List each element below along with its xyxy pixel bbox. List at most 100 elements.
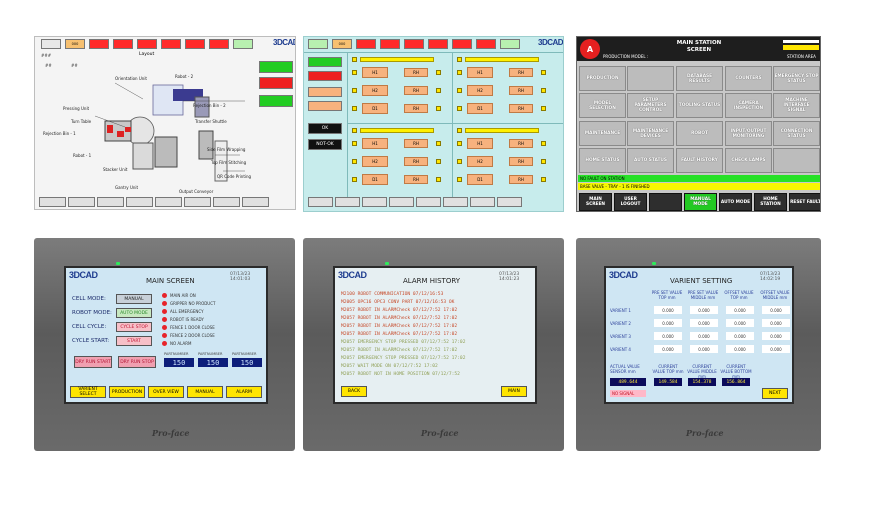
cell-h2-0[interactable]: H2: [362, 85, 388, 96]
row-value-3[interactable]: START: [116, 336, 152, 346]
cell-rh-3-2[interactable]: RH: [509, 175, 533, 184]
cell-h1-0[interactable]: H1: [362, 67, 388, 78]
station-button-0-1[interactable]: [627, 66, 674, 91]
station-button-3-3[interactable]: CHECK LAMPS: [725, 148, 772, 173]
cell-rh-3-1[interactable]: RH: [509, 157, 533, 166]
footer-button-7[interactable]: [242, 197, 269, 207]
top-button-0[interactable]: [308, 39, 328, 49]
footer-button-3[interactable]: [126, 197, 153, 207]
top-button-8[interactable]: [500, 39, 520, 49]
cell-rh-1-0[interactable]: RH: [509, 68, 533, 77]
top-button-3[interactable]: [113, 39, 133, 49]
station-button-1-2[interactable]: TOOLING STATUS: [676, 93, 723, 118]
top-button-5[interactable]: [161, 39, 181, 49]
station-button-3-0[interactable]: HOME STATUS: [579, 148, 626, 173]
station-button-2-1[interactable]: MAINTENANCE DEVICES: [627, 121, 674, 146]
cell-rh-1-1[interactable]: RH: [509, 86, 533, 95]
cell-rh-2-0[interactable]: RH: [404, 139, 428, 148]
footer-button-0[interactable]: MAIN SCREEN: [579, 193, 612, 211]
back-button[interactable]: BACK: [341, 386, 367, 397]
cell-h1-1[interactable]: H1: [467, 67, 493, 78]
footer-button-5[interactable]: [443, 197, 468, 207]
dry-run-stop-button[interactable]: DRY RUN STOP: [118, 356, 156, 368]
footer-button-4[interactable]: [416, 197, 441, 207]
cell-h2-1[interactable]: H2: [467, 85, 493, 96]
station-button-2-4[interactable]: CONNECTION STATUS: [773, 121, 820, 146]
main-button[interactable]: MAIN: [501, 386, 527, 397]
footer-button-1[interactable]: PRODUCTION: [109, 386, 145, 398]
top-button-3[interactable]: [380, 39, 400, 49]
row-value-1[interactable]: AUTO MODE: [116, 308, 152, 318]
row-value-2[interactable]: CYCLE STOP: [116, 322, 152, 332]
station-button-2-0[interactable]: MAINTENANCE: [579, 121, 626, 146]
cell-rh-2-1[interactable]: RH: [404, 157, 428, 166]
station-button-0-2[interactable]: DATABASE RESULTS: [676, 66, 723, 91]
station-button-0-0[interactable]: PRODUCTION: [579, 66, 626, 91]
top-button-7[interactable]: [209, 39, 229, 49]
cell-d1-2[interactable]: D1: [362, 174, 388, 185]
varient-value-3-1[interactable]: 0.000: [690, 345, 718, 353]
next-button[interactable]: NEXT: [762, 388, 788, 399]
cell-h2-3[interactable]: H2: [467, 156, 493, 167]
top-button-1[interactable]: 000: [65, 39, 85, 49]
top-button-5[interactable]: [428, 39, 448, 49]
cell-rh-0-2[interactable]: RH: [404, 104, 428, 113]
varient-value-2-3[interactable]: 0.000: [762, 332, 790, 340]
footer-button-5[interactable]: [184, 197, 211, 207]
station-button-0-3[interactable]: COUNTERS: [725, 66, 772, 91]
cell-h1-3[interactable]: H1: [467, 138, 493, 149]
footer-button-5[interactable]: HOME STATION: [754, 193, 787, 211]
station-button-0-4[interactable]: EMERGENCY STOP STATUS: [773, 66, 820, 91]
footer-button-6[interactable]: RESET FAULT: [789, 193, 820, 211]
varient-value-1-1[interactable]: 0.000: [690, 319, 718, 327]
footer-button-3[interactable]: [389, 197, 414, 207]
varient-value-2-0[interactable]: 0.000: [654, 332, 682, 340]
cell-h1-2[interactable]: H1: [362, 138, 388, 149]
cell-rh-0-0[interactable]: RH: [404, 68, 428, 77]
varient-value-1-3[interactable]: 0.000: [762, 319, 790, 327]
cell-d1-1[interactable]: D1: [467, 103, 493, 114]
varient-value-2-1[interactable]: 0.000: [690, 332, 718, 340]
cell-d1-3[interactable]: D1: [467, 174, 493, 185]
top-button-8[interactable]: [233, 39, 253, 49]
footer-button-6[interactable]: [470, 197, 495, 207]
station-button-1-4[interactable]: MACHINE INTERFACE SIGNAL: [773, 93, 820, 118]
footer-button-7[interactable]: [497, 197, 522, 207]
varient-value-2-2[interactable]: 0.000: [726, 332, 754, 340]
footer-button-0[interactable]: [39, 197, 66, 207]
top-button-2[interactable]: [356, 39, 376, 49]
station-button-3-1[interactable]: AUTO STATUS: [627, 148, 674, 173]
varient-value-3-2[interactable]: 0.000: [726, 345, 754, 353]
station-button-3-4[interactable]: [773, 148, 820, 173]
footer-button-6[interactable]: [213, 197, 240, 207]
top-button-2[interactable]: [89, 39, 109, 49]
footer-button-1[interactable]: [335, 197, 360, 207]
varient-value-0-2[interactable]: 0.000: [726, 306, 754, 314]
varient-value-3-0[interactable]: 0.000: [654, 345, 682, 353]
side-item-4[interactable]: OK: [308, 123, 342, 134]
footer-button-2[interactable]: [649, 193, 682, 211]
footer-button-2[interactable]: OVER VIEW: [148, 386, 184, 398]
top-button-7[interactable]: [476, 39, 496, 49]
footer-button-4[interactable]: ALARM: [226, 386, 262, 398]
station-button-1-3[interactable]: CAMERA INSPECTION: [725, 93, 772, 118]
side-item-5[interactable]: NOT-OK: [308, 139, 342, 150]
cell-rh-3-0[interactable]: RH: [509, 139, 533, 148]
top-button-4[interactable]: [404, 39, 424, 49]
footer-button-3[interactable]: MANUAL MODE: [684, 193, 717, 211]
footer-button-1[interactable]: [68, 197, 95, 207]
cell-rh-1-2[interactable]: RH: [509, 104, 533, 113]
top-button-4[interactable]: [137, 39, 157, 49]
varient-value-1-2[interactable]: 0.000: [726, 319, 754, 327]
station-button-1-0[interactable]: MODEL SELECTION: [579, 93, 626, 118]
side-item-1[interactable]: [308, 71, 342, 81]
footer-button-3[interactable]: MANUAL: [187, 386, 223, 398]
cell-rh-2-2[interactable]: RH: [404, 175, 428, 184]
side-button-0[interactable]: [259, 61, 293, 73]
varient-value-0-3[interactable]: 0.000: [762, 306, 790, 314]
varient-value-3-3[interactable]: 0.000: [762, 345, 790, 353]
footer-button-1[interactable]: USER LOGOUT: [614, 193, 647, 211]
dry-run-start-button[interactable]: DRY RUN START: [74, 356, 112, 368]
side-button-1[interactable]: [259, 77, 293, 89]
row-value-0[interactable]: MANUAL: [116, 294, 152, 304]
